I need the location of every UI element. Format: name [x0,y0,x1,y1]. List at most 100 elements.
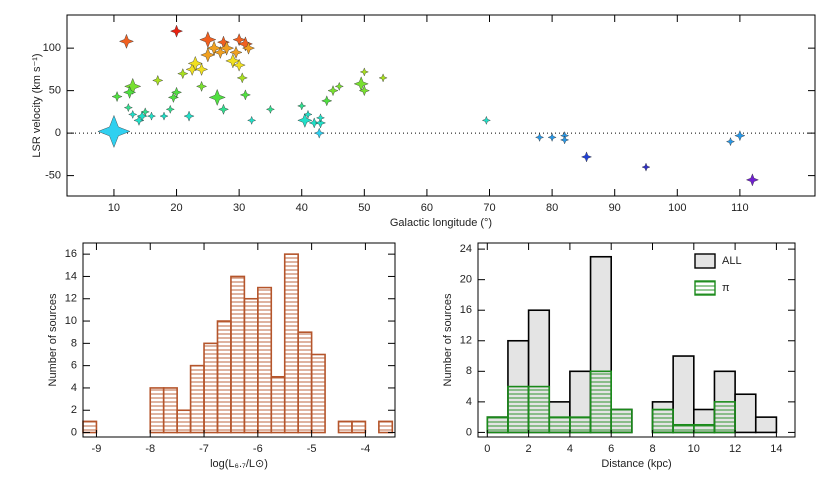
histogram-bar [672,355,695,434]
x-tick-label: 4 [567,443,573,455]
point [303,109,313,119]
point [358,85,370,97]
point [111,91,123,103]
x-tick-label: 10 [688,443,700,455]
legend-swatch [694,253,716,269]
histogram-bar [149,387,165,434]
point [241,41,256,55]
point [123,85,137,99]
histogram-bar [243,297,259,434]
y-tick-label: 20 [460,274,472,286]
x-tick-label: -6 [253,443,263,455]
point [97,114,131,148]
y-tick-label: 2 [71,404,77,416]
point [213,45,227,59]
point [313,127,325,139]
point [206,40,222,56]
point [146,111,157,121]
point [560,135,570,145]
point [641,162,651,172]
x-tick-label: -7 [199,443,209,455]
point [236,72,248,84]
point [314,117,327,129]
x-tick-label: 2 [526,443,532,455]
histogram-bar [351,420,367,434]
histogram-bar [610,408,633,434]
point [124,77,142,95]
histogram-bar [189,364,205,434]
histogram-bar [713,401,736,434]
y-tick-label: 4 [466,396,472,408]
point [481,115,491,125]
y-tick-label: 6 [71,360,77,372]
y-tick-label: 8 [466,365,472,377]
point [734,130,746,142]
point [359,67,369,77]
histogram-bar [337,420,353,434]
point [580,151,593,163]
histogram-bar [82,420,98,434]
histogram-bar [203,342,219,434]
x-tick-label: 30 [233,202,245,214]
x-tick-label: -9 [92,443,102,455]
histogram-bar [527,385,551,434]
histogram-bar [230,275,246,434]
point [297,112,313,128]
y-tick-label: 0 [71,426,77,438]
x-tick-label: 100 [668,202,686,214]
y-axis-label: Number of sources [442,293,454,386]
x-tick-label: -4 [361,443,371,455]
point [237,36,253,52]
point [265,104,275,114]
histogram-bar [378,420,394,434]
point [159,111,169,121]
point [725,137,736,147]
x-tick-label: 110 [731,202,749,214]
plot-frame [82,242,396,438]
point [378,73,388,83]
x-tick-label: 80 [546,202,558,214]
histogram-bar [589,370,613,434]
point [239,89,251,101]
point [232,58,246,72]
x-tick-label: 20 [170,202,182,214]
point [118,33,135,49]
plot-frame [477,242,796,438]
point [123,103,133,113]
y-axis-label: Number of sources [47,293,59,386]
point [229,45,243,59]
y-tick-label: 8 [71,337,77,349]
histogram-bar [651,408,674,434]
histogram-bar [162,387,178,434]
x-axis-label: log(L₆.₇/L⊙) [210,458,268,470]
y-tick-label: 12 [460,335,472,347]
point [177,68,189,80]
point [321,95,333,107]
x-tick-label: 10 [108,202,120,214]
histogram-bar [176,409,192,434]
point [308,117,320,129]
y-tick-label: 0 [466,426,472,438]
point [152,74,164,86]
y-tick-label: 24 [460,243,472,255]
x-tick-label: 8 [649,443,655,455]
x-axis-label: Distance (kpc) [601,458,671,470]
point [297,101,307,111]
point [219,40,235,56]
point [353,76,369,92]
point [217,103,230,115]
point [165,104,175,114]
histogram-bar [257,286,273,434]
y-tick-label: 0 [55,127,61,139]
histogram-bar [693,423,716,434]
histogram-bar [270,375,286,434]
histogram-bar [486,416,509,434]
legend-label: ALL [722,255,742,267]
legend-label: π [722,282,730,294]
point [315,113,326,123]
y-axis-label: LSR velocity (km s⁻¹) [31,53,43,157]
histogram-bar [569,416,592,434]
y-tick-label: 12 [65,293,77,305]
x-tick-label: -5 [307,443,317,455]
